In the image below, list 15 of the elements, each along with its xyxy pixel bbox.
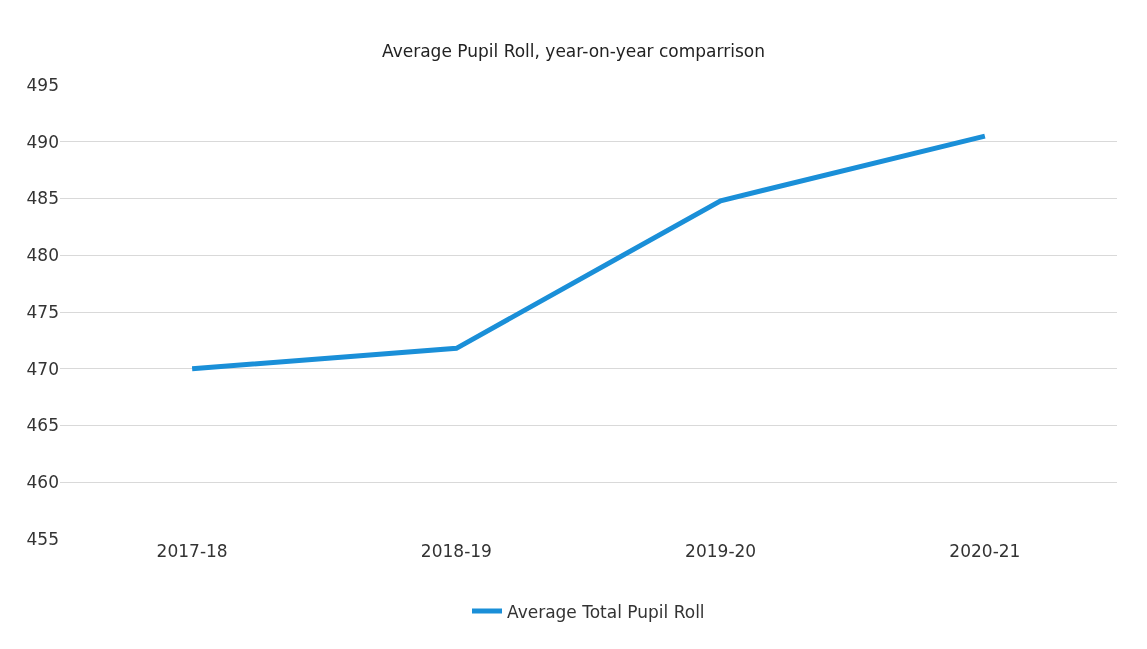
x-tick-label: 2018-19 — [420, 541, 492, 561]
y-tick-label: 460 — [26, 472, 59, 493]
y-tick-label: 465 — [26, 415, 59, 436]
y-tick-label: 490 — [26, 131, 59, 152]
x-tick-label: 2017-18 — [156, 541, 228, 561]
y-tick-label: 495 — [26, 74, 59, 95]
x-tick-label: 2020-21 — [949, 541, 1021, 561]
y-tick-label: 485 — [26, 188, 59, 209]
y-tick-label: 455 — [26, 528, 59, 549]
x-tick-label: 2019-20 — [685, 541, 757, 561]
y-tick-label: 470 — [26, 358, 59, 379]
legend-label: Average Total Pupil Roll — [507, 601, 705, 622]
y-tick-label: 475 — [26, 301, 59, 322]
chart-title: Average Pupil Roll, year-on-year comparrison — [382, 41, 765, 62]
y-tick-label: 480 — [26, 245, 59, 266]
